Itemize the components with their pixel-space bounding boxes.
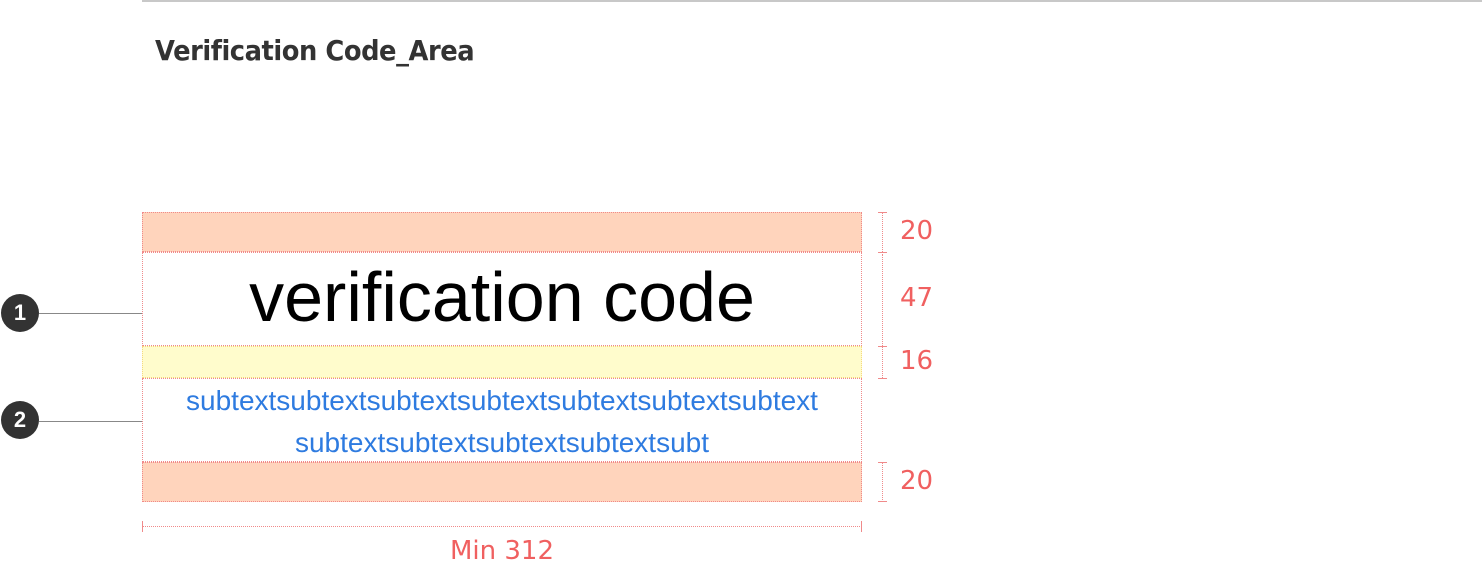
section-title: Verification Code_Area bbox=[155, 34, 475, 67]
dimension-line-title bbox=[882, 254, 884, 346]
dimension-label-top-padding: 20 bbox=[900, 216, 934, 246]
callout-marker-2: 2 bbox=[1, 401, 39, 439]
dimension-tick bbox=[878, 462, 887, 463]
dimension-label-bottom-padding: 20 bbox=[900, 466, 934, 496]
dimension-tick bbox=[878, 501, 887, 502]
dimension-label-gap: 16 bbox=[900, 346, 934, 376]
callout-marker-1: 1 bbox=[1, 294, 39, 332]
top-divider bbox=[142, 0, 1482, 2]
dimension-tick bbox=[878, 252, 887, 253]
dimension-line-gap bbox=[882, 346, 884, 378]
width-dimension-end bbox=[142, 521, 143, 532]
subtext: subtextsubtextsubtextsubtextsubtextsubte… bbox=[186, 385, 818, 458]
callout-leader-2 bbox=[39, 421, 142, 422]
dimension-tick bbox=[878, 212, 887, 213]
width-dimension-end bbox=[861, 521, 862, 532]
subtext-area bbox=[142, 378, 862, 462]
dimension-label-title: 47 bbox=[900, 283, 934, 313]
dimension-tick bbox=[878, 378, 887, 379]
callout-leader-1 bbox=[39, 313, 142, 314]
top-padding-band bbox=[142, 212, 862, 252]
dimension-line-top-padding bbox=[882, 212, 884, 252]
verification-code-area: verification code subtextsubtextsubtexts… bbox=[142, 212, 862, 502]
gap-band bbox=[142, 346, 862, 378]
code-title-area bbox=[142, 252, 862, 346]
width-dimension-line bbox=[142, 526, 862, 527]
verification-code-text: verification code bbox=[249, 258, 755, 336]
width-dimension-label: Min 312 bbox=[449, 536, 555, 566]
bottom-padding-band bbox=[142, 462, 862, 502]
dimension-line-bottom-padding bbox=[882, 462, 884, 502]
